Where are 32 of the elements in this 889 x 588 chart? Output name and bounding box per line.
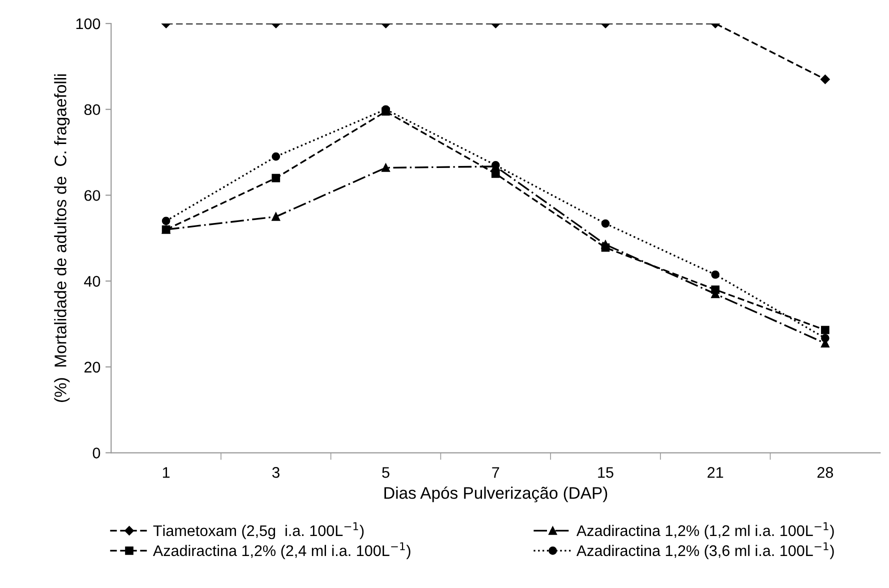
point <box>601 219 610 228</box>
point <box>821 334 830 342</box>
y-tick-label: 20 <box>84 362 100 373</box>
point <box>711 285 720 294</box>
y-tick-label: 100 <box>76 18 100 30</box>
x-tick-label: 7 <box>492 467 500 478</box>
point <box>821 326 830 334</box>
y-tick-label: 80 <box>84 104 100 116</box>
point <box>162 216 170 226</box>
point <box>820 74 830 84</box>
x-tick-label: 21 <box>708 467 724 478</box>
legend-label: Azadiractina 1,2% (3,6 ml i.a. 100L$^{−1}$) <box>576 542 834 560</box>
y-tick-label: 0 <box>92 448 100 458</box>
legend-label: Tiametoxam (2,5g i.a. 100L$^{−1}$) <box>153 522 364 540</box>
point <box>272 212 280 221</box>
x-tick-label: 28 <box>817 467 834 478</box>
point <box>382 164 390 172</box>
point <box>711 270 720 279</box>
x-tick-label: 15 <box>598 467 614 478</box>
x-axis-title: Dias Após Pulverização (DAP) <box>384 486 608 502</box>
y-tick-label: 60 <box>84 190 100 201</box>
x-tick-label: 1 <box>162 467 170 478</box>
x-tick-label: 3 <box>272 467 280 478</box>
y-tick-label: 40 <box>84 276 100 287</box>
legend-label: Azadiractina 1,2% (1,2 ml i.a. 100L$^{−1}$) <box>576 522 834 540</box>
point <box>272 152 280 161</box>
point <box>491 170 500 178</box>
point <box>272 174 280 182</box>
legend-label: Azadiractina 1,2% (2,4 ml i.a. 100L$^{−1}$) <box>152 542 410 560</box>
y-axis-title: (%) Mortalidade de adultos de C. fragaefolli <box>54 74 70 402</box>
point <box>601 243 610 252</box>
x-tick-label: 5 <box>382 467 390 478</box>
